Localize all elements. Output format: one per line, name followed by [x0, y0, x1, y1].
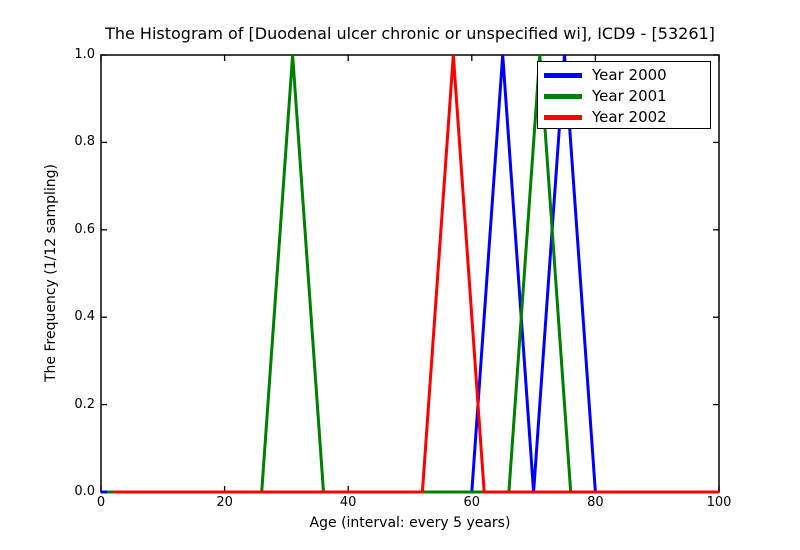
x-tick-label: 40 — [339, 495, 357, 510]
legend-item: Year 2002 — [544, 107, 706, 128]
x-tick-label: 80 — [587, 495, 604, 510]
x-tick-label: 60 — [463, 495, 481, 510]
x-tick-label: 100 — [706, 495, 732, 510]
y-tick-label: 0.0 — [74, 484, 95, 499]
legend-swatch-year-2001 — [544, 94, 582, 99]
legend-swatch-year-2002 — [544, 115, 582, 120]
y-tick-label: 1.0 — [74, 47, 95, 62]
y-tick-label: 0.4 — [74, 309, 95, 325]
y-tick-label: 0.6 — [74, 221, 95, 237]
legend-swatch-year-2000 — [544, 73, 582, 78]
legend: Year 2000 Year 2001 Year 2002 — [537, 61, 711, 129]
x-tick-label: 0 — [96, 495, 106, 510]
x-tick-label: 20 — [216, 495, 233, 510]
x-axis-label: Age (interval: every 5 years) — [309, 515, 511, 531]
legend-label: Year 2000 — [592, 66, 667, 84]
legend-label: Year 2002 — [592, 108, 667, 126]
y-tick-label: 0.8 — [74, 134, 95, 150]
legend-label: Year 2001 — [592, 87, 667, 105]
legend-item: Year 2000 — [544, 65, 706, 86]
y-tick-label: 0.2 — [74, 396, 95, 412]
legend-item: Year 2001 — [544, 86, 706, 107]
chart-title: The Histogram of [Duodenal ulcer chronic… — [105, 24, 715, 43]
series-line-year-2002 — [113, 55, 719, 494]
